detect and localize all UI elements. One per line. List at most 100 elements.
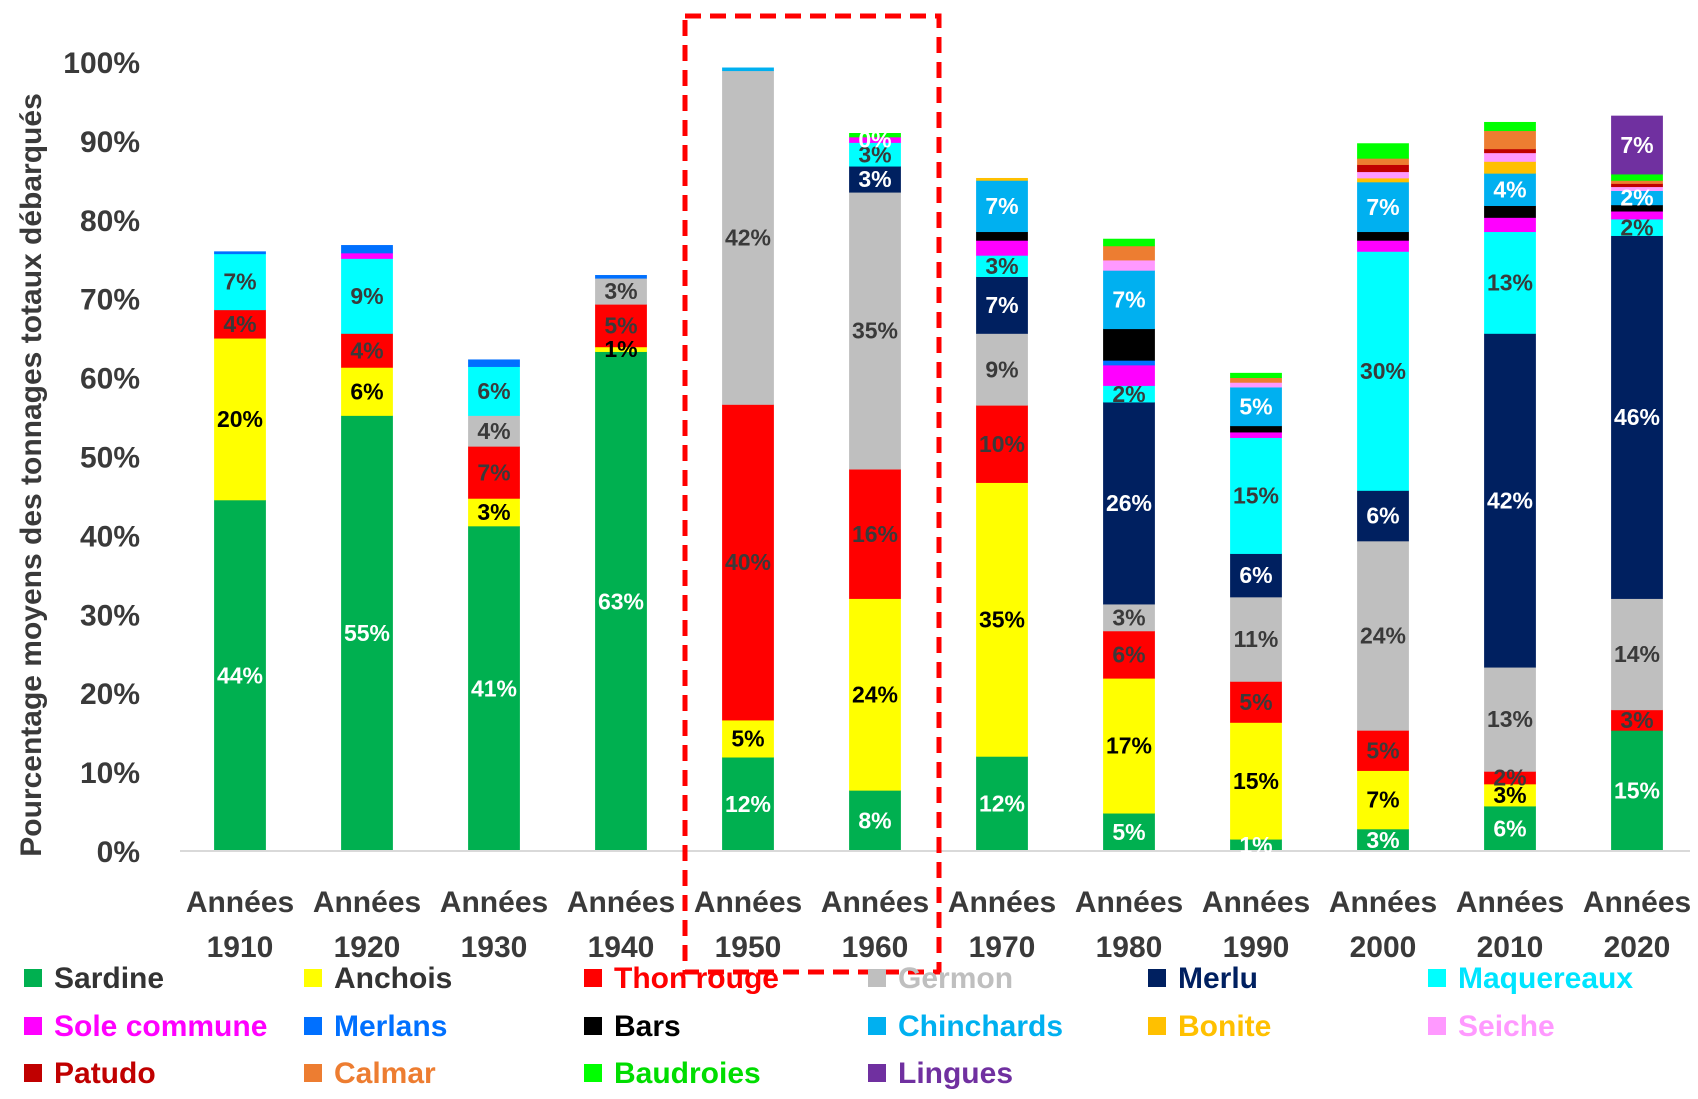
bar-segment — [1230, 681, 1282, 723]
bar-segment — [1484, 148, 1536, 154]
highlight-box-1950-1960 — [682, 13, 942, 975]
bar-segment — [1230, 432, 1282, 438]
bar-segment — [1230, 387, 1282, 427]
legend-item: Merlans — [304, 1010, 447, 1043]
data-label: 3% — [1112, 604, 1145, 630]
y-tick-label: 30% — [80, 599, 140, 632]
bar-segment — [468, 359, 520, 367]
bar-segment — [1103, 604, 1155, 632]
data-label: 24% — [852, 681, 898, 707]
bar-segment — [1357, 164, 1409, 173]
bar-segment — [722, 404, 774, 721]
bar-segment — [849, 133, 901, 138]
data-label: 46% — [1614, 404, 1660, 430]
bar-segment — [1484, 152, 1536, 162]
bar-segment — [722, 757, 774, 852]
legend-swatch — [304, 1064, 322, 1082]
bars — [214, 67, 1663, 852]
y-tick-label: 0% — [97, 836, 140, 869]
data-labels: 44%20%4%7%55%6%4%9%41%3%7%4%6%63%1%5%3%1… — [217, 127, 1660, 858]
bar-segment — [1611, 204, 1663, 212]
bar-segment — [468, 366, 520, 416]
bar-segment — [849, 142, 901, 167]
bar-segment — [1611, 709, 1663, 731]
legend-item: Patudo — [24, 1057, 156, 1090]
bar-segment — [849, 598, 901, 791]
bar-segment — [1611, 190, 1663, 206]
bar-segment — [341, 258, 393, 334]
data-label: 6% — [477, 378, 510, 404]
legend-swatch — [1148, 1017, 1166, 1035]
data-label: 7% — [985, 292, 1018, 318]
data-label: 15% — [1614, 778, 1660, 804]
bar-segment — [1230, 437, 1282, 554]
legend-item: Anchois — [304, 962, 452, 995]
legend-label: Sardine — [54, 962, 164, 995]
bar-segment — [1611, 730, 1663, 852]
data-label: 13% — [1487, 706, 1533, 732]
legend-item: Merlu — [1148, 962, 1258, 995]
legend-item: Chinchards — [868, 1010, 1063, 1043]
bar-segment — [1357, 231, 1409, 241]
data-label: 14% — [1614, 641, 1660, 667]
bar-segment — [1484, 130, 1536, 150]
bar-segment — [1230, 553, 1282, 598]
bar-segment — [1484, 806, 1536, 852]
legend-label: Baudroies — [614, 1057, 761, 1090]
data-label: 3% — [1366, 827, 1399, 853]
bar-segment — [1357, 181, 1409, 233]
data-label: 3% — [858, 141, 891, 167]
bar-segment — [468, 446, 520, 499]
bar-segment — [341, 333, 393, 368]
bar-segment — [1230, 596, 1282, 682]
data-label: 7% — [985, 193, 1018, 219]
data-label: 41% — [471, 675, 517, 701]
bar-segment — [976, 482, 1028, 757]
bar-segment — [1484, 161, 1536, 174]
bar-segment — [1357, 490, 1409, 542]
y-tick-label: 90% — [80, 126, 140, 159]
y-tick-label: 50% — [80, 442, 140, 475]
y-tick-label: 10% — [80, 757, 140, 790]
legend-item: Germon — [868, 962, 1013, 995]
legend-label: Maquereaux — [1458, 962, 1633, 995]
legend-item: Seiche — [1428, 1010, 1555, 1043]
y-tick-label: 100% — [63, 47, 140, 80]
legend-swatch — [584, 1017, 602, 1035]
data-label: 5% — [1239, 393, 1272, 419]
data-label: 7% — [223, 269, 256, 295]
legend-swatch — [868, 1064, 886, 1082]
y-tick-label: 80% — [80, 205, 140, 238]
legend-item: Maquereaux — [1428, 962, 1633, 995]
legend-item: Thon rouge — [584, 962, 779, 995]
legend-label: Calmar — [334, 1057, 436, 1090]
data-label: 40% — [725, 549, 771, 575]
x-tick-label: Années 1930 — [440, 886, 548, 964]
data-label: 1% — [604, 336, 637, 362]
x-tick-label: Années 1980 — [1075, 886, 1183, 964]
bar-segment — [849, 136, 901, 143]
bar-segment — [849, 192, 901, 470]
legend-swatch — [304, 1017, 322, 1035]
y-tick-label: 60% — [80, 363, 140, 396]
bar-segment — [976, 177, 1028, 181]
data-label: 7% — [1620, 132, 1653, 158]
legend-label: Bonite — [1178, 1010, 1271, 1043]
bar-segment — [1484, 205, 1536, 218]
bar-segment — [1611, 183, 1663, 188]
bar-segment — [1103, 270, 1155, 330]
data-label: 42% — [725, 225, 771, 251]
data-label: 7% — [477, 459, 510, 485]
bar-segment — [595, 351, 647, 852]
legend-swatch — [1148, 969, 1166, 987]
bar-segment — [1103, 360, 1155, 366]
data-label: 8% — [858, 808, 891, 834]
bar-segment — [214, 251, 266, 255]
bar-segment — [595, 304, 647, 348]
bar-segment — [214, 253, 266, 311]
data-label: 4% — [1493, 176, 1526, 202]
data-label: 9% — [985, 356, 1018, 382]
bar-segment — [976, 240, 1028, 256]
